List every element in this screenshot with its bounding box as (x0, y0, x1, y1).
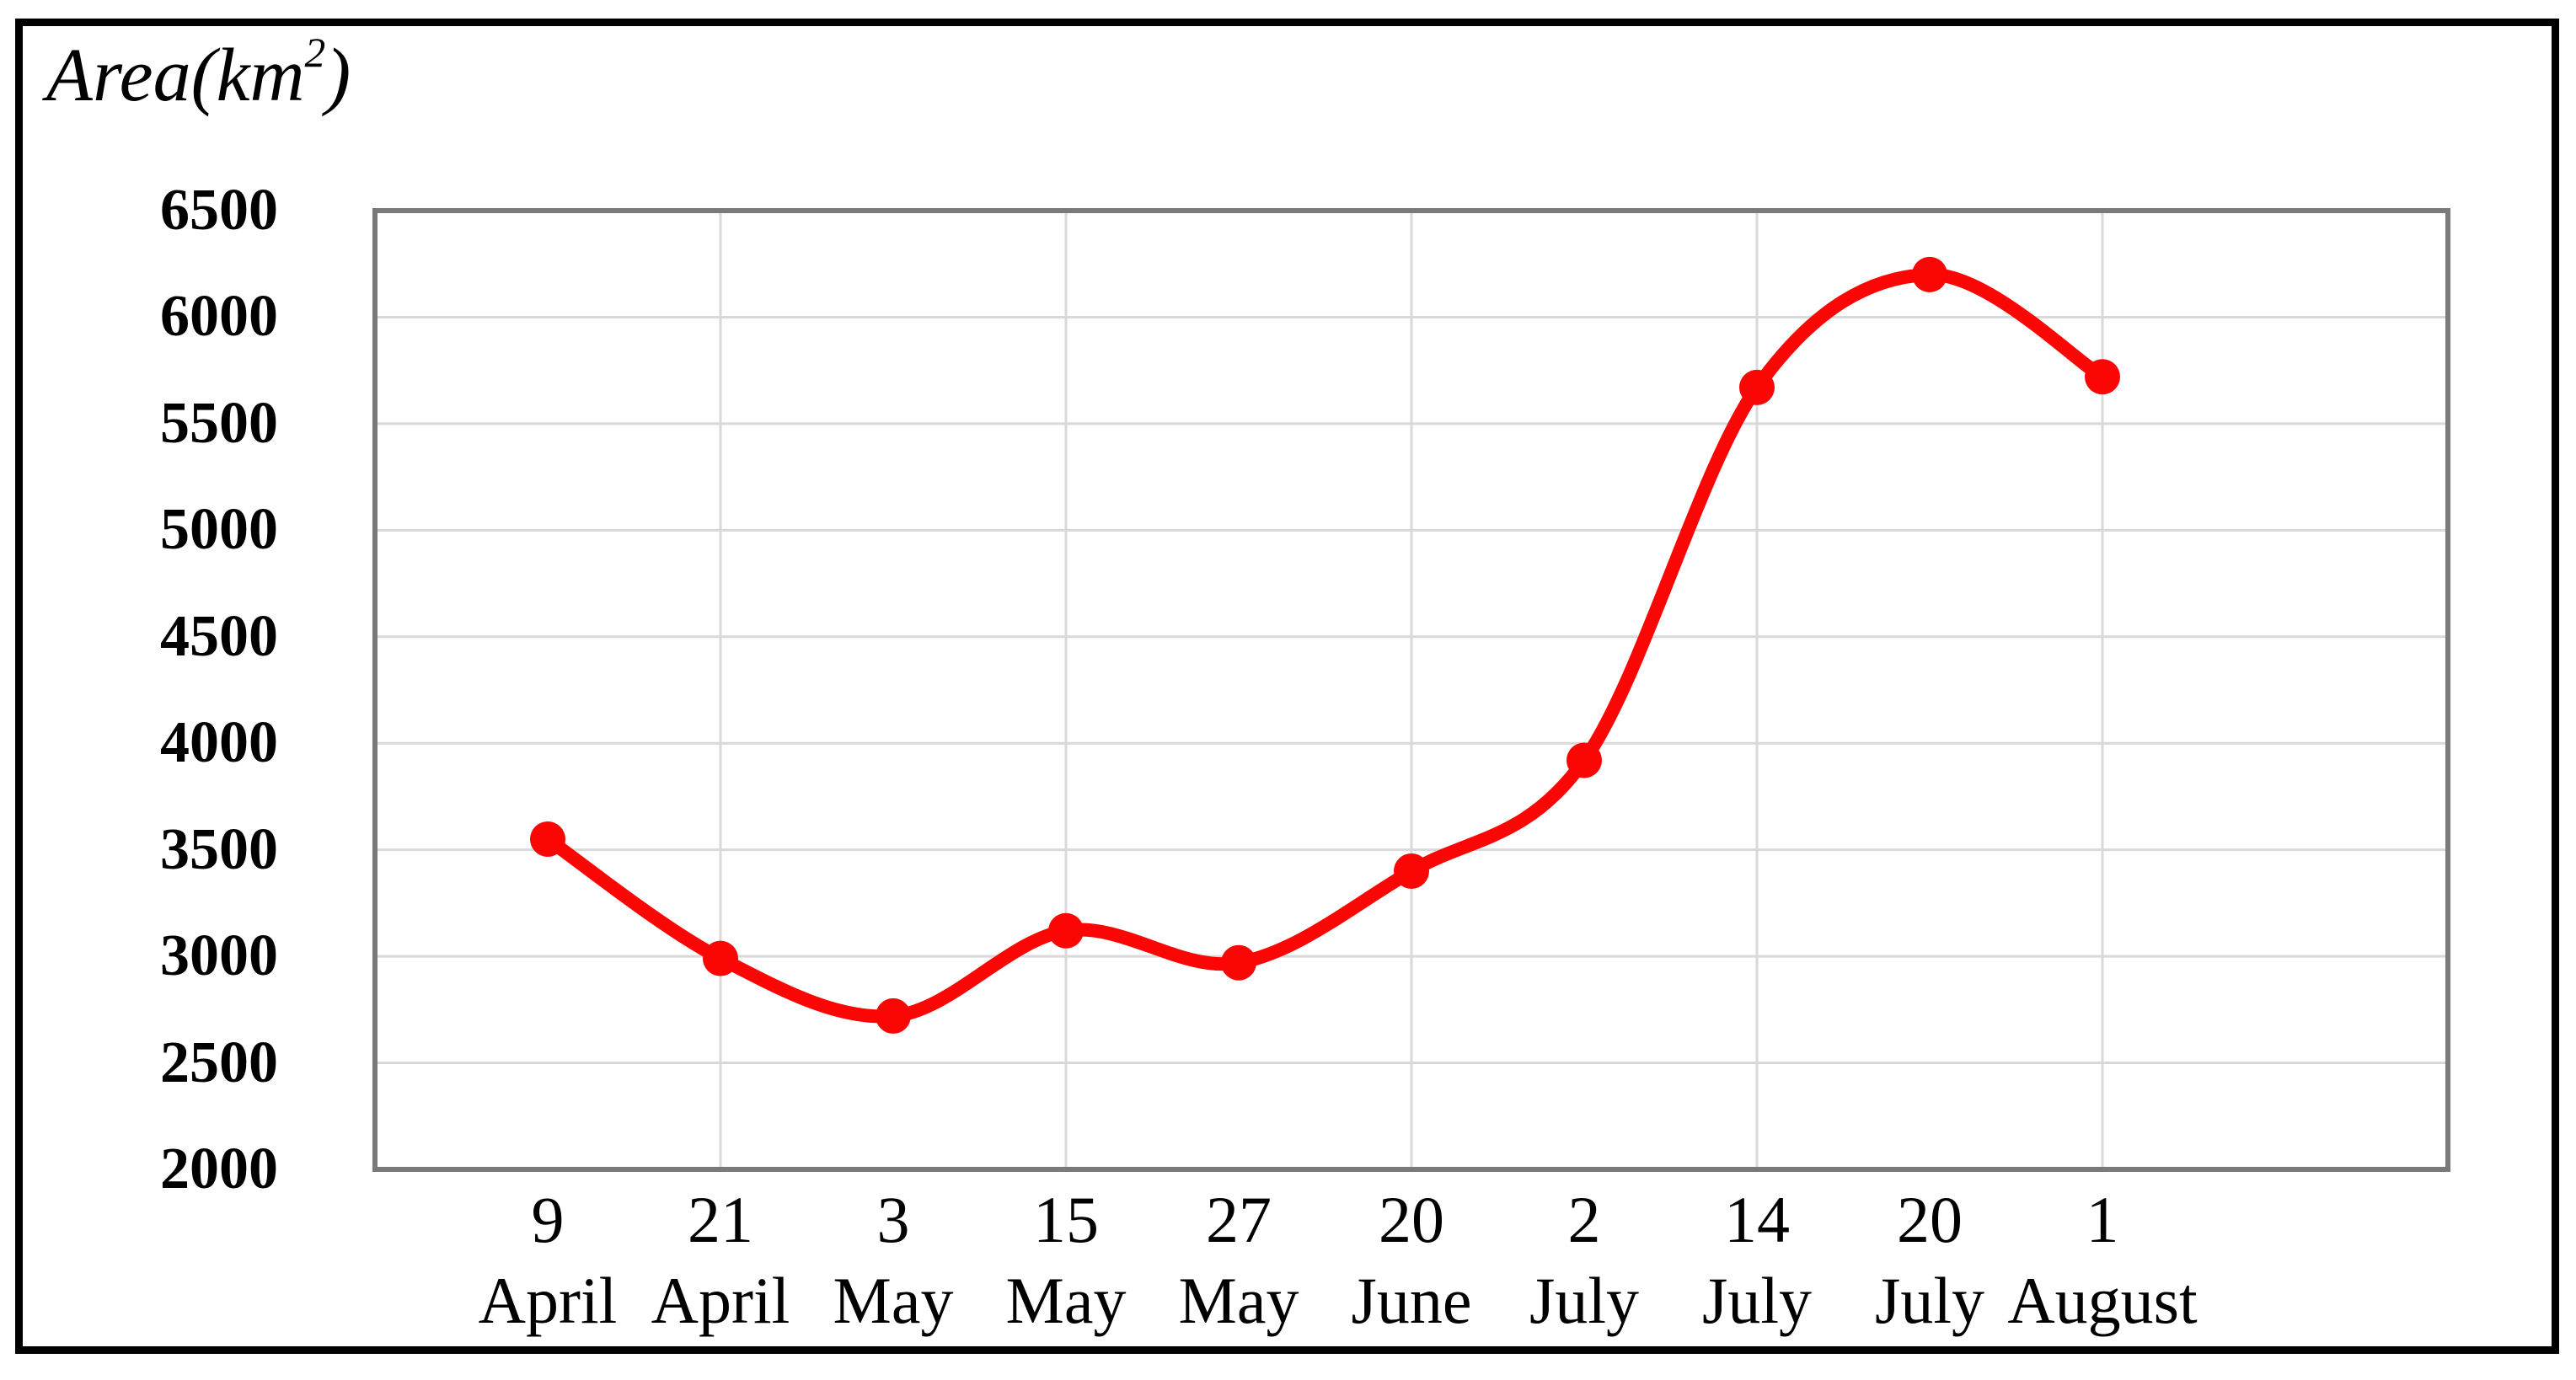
y-axis-tick-label: 6000 (160, 284, 278, 350)
x-axis-tick-day-label: 14 (1724, 1183, 1790, 1256)
x-axis-tick-day-label: 3 (876, 1183, 910, 1256)
x-axis-tick-month-label: July (1701, 1264, 1813, 1337)
y-axis-tick-label: 2500 (160, 1030, 278, 1095)
x-axis-tick-day-label: 1 (2086, 1183, 2119, 1256)
y-axis-tick-label: 4500 (160, 603, 278, 669)
x-axis-tick-day-label: 15 (1033, 1183, 1099, 1256)
chart-title-superscript: 2 (304, 29, 326, 77)
x-axis-tick-month-label: May (1005, 1264, 1127, 1337)
data-point-marker-2-july (1566, 742, 1602, 778)
y-axis-tick-label: 3000 (160, 923, 278, 989)
x-axis-tick-month-label: July (1874, 1264, 1985, 1337)
x-axis-tick-month-label: June (1351, 1264, 1472, 1337)
data-point-marker-14-july (1739, 369, 1775, 405)
data-point-marker-3-may (876, 998, 911, 1034)
x-axis-tick-day-label: 2 (1567, 1183, 1601, 1256)
data-point-marker-1-august (2085, 359, 2120, 395)
data-point-marker-9-april (530, 821, 565, 858)
chart-title-text: Area(km (46, 34, 305, 117)
x-axis-tick-day-label: 27 (1206, 1183, 1272, 1256)
x-axis-tick-day-label: 9 (531, 1183, 565, 1256)
data-point-marker-20-july (1912, 256, 1947, 292)
y-axis-tick-label: 5500 (160, 390, 278, 456)
x-axis-tick-month-label: August (2007, 1264, 2198, 1337)
y-axis-tick-label: 5000 (160, 497, 278, 563)
x-axis-tick-month-label: May (1178, 1264, 1299, 1337)
x-axis-tick-month-label: July (1529, 1264, 1640, 1337)
x-axis-tick-day-label: 20 (1379, 1183, 1444, 1256)
x-axis-tick-day-label: 21 (688, 1183, 753, 1256)
data-point-marker-27-may (1221, 944, 1256, 981)
y-axis-tick-label: 6500 (160, 178, 278, 243)
x-axis-tick-month-label: April (651, 1264, 790, 1337)
chart-title-suffix: ) (325, 34, 351, 117)
area-series-line (541, 267, 2109, 1024)
data-point-marker-20-june (1394, 853, 1429, 889)
x-axis-tick-day-label: 20 (1897, 1183, 1963, 1256)
x-axis-tick-month-label: April (478, 1264, 618, 1337)
x-axis-tick-month-label: May (833, 1264, 954, 1337)
y-axis-tick-label: 2000 (160, 1137, 278, 1201)
plot-border (372, 208, 2450, 1172)
data-point-marker-21-april (703, 940, 738, 976)
figure-border (15, 19, 2559, 1354)
data-point-marker-15-may (1048, 912, 1084, 949)
y-axis-tick-label: 3500 (160, 816, 278, 882)
y-axis-tick-label: 4000 (160, 710, 278, 776)
line-chart-plot-area (372, 208, 2450, 1172)
chart-title: Area(km2) (46, 29, 351, 119)
